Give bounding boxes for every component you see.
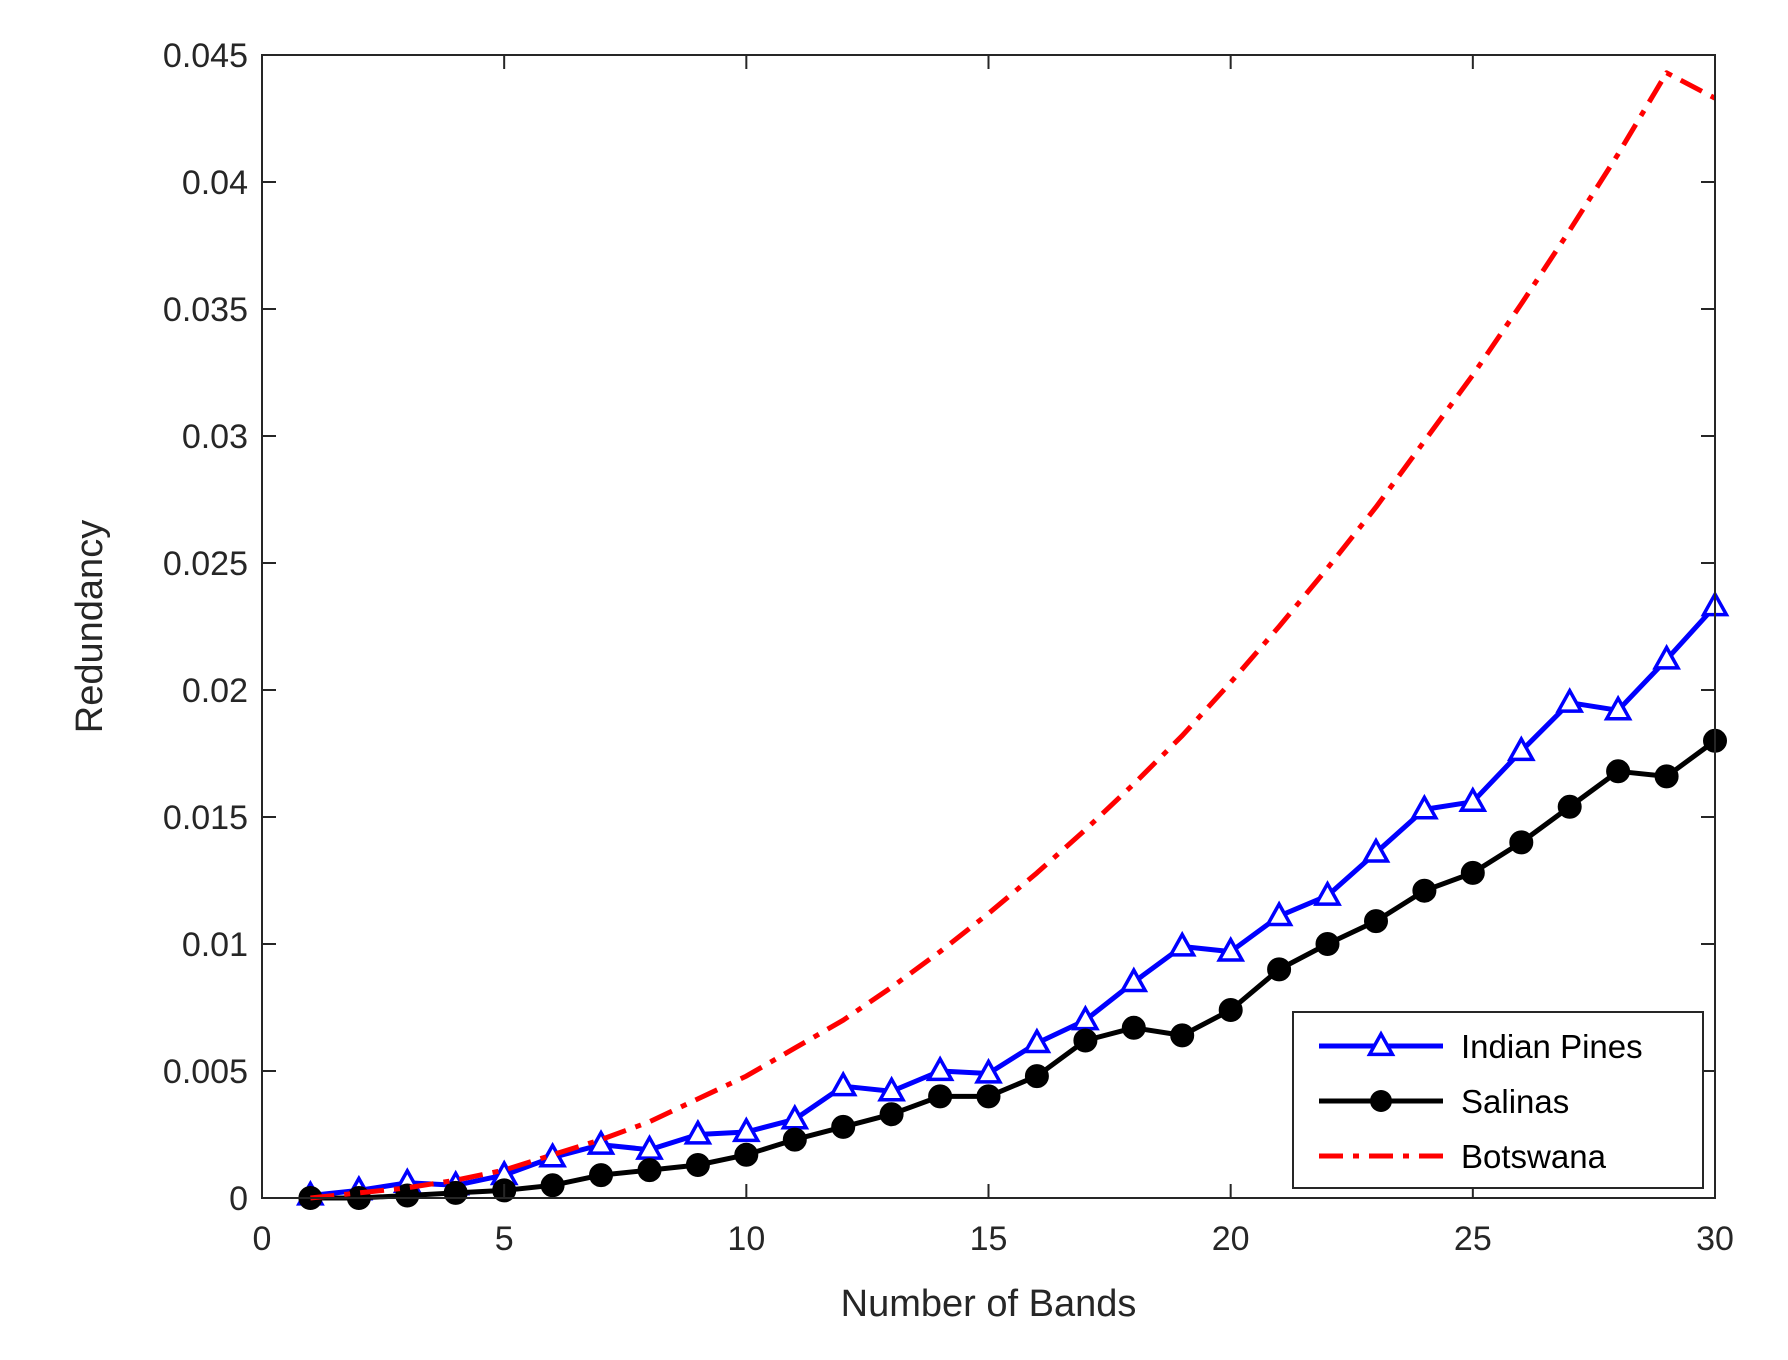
y-tick-label: 0.005: [163, 1053, 248, 1091]
data-point-salinas: [831, 1114, 856, 1139]
y-tick-label: 0.03: [182, 418, 248, 456]
data-point-indian-pines: [1555, 687, 1585, 713]
legend-item-botswana: Botswana: [1319, 1138, 1607, 1175]
legend-label: Indian Pines: [1461, 1028, 1643, 1065]
legend: Indian Pines Salinas Botswana: [1292, 1011, 1704, 1189]
legend-marker-circle: [1370, 1090, 1392, 1112]
data-point-salinas: [1412, 878, 1437, 903]
data-series-group: [296, 70, 1730, 1210]
series-salinas: [298, 728, 1727, 1210]
series-botswana: [310, 70, 1717, 1201]
data-point-salinas: [395, 1183, 420, 1208]
data-point-salinas: [685, 1153, 710, 1177]
data-point-indian-pines: [1167, 930, 1197, 957]
data-point-indian-pines: [1022, 1027, 1052, 1054]
data-point-salinas: [1460, 860, 1485, 885]
data-point-salinas: [1364, 909, 1388, 934]
data-point-salinas: [1606, 759, 1631, 784]
data-point-indian-pines: [1361, 837, 1391, 863]
data-point-indian-pines: [828, 1070, 858, 1097]
data-point-salinas: [1557, 794, 1582, 819]
data-point-indian-pines: [1603, 694, 1633, 721]
y-tick-label: 0.02: [182, 672, 248, 710]
data-point-salinas: [1218, 998, 1243, 1022]
y-tick-label: 0.04: [182, 164, 248, 202]
data-point-salinas: [1654, 764, 1679, 789]
data-point-indian-pines: [1506, 735, 1536, 762]
data-point-salinas: [637, 1158, 662, 1183]
data-point-salinas: [1170, 1023, 1195, 1048]
x-tick-label: 20: [1212, 1220, 1250, 1258]
y-axis-title: Redundancy: [69, 520, 111, 733]
data-point-salinas: [1509, 830, 1534, 855]
data-point-salinas: [928, 1084, 953, 1109]
plot-area: [262, 55, 1715, 1198]
data-point-indian-pines: [683, 1118, 713, 1145]
y-tick-label: 0.025: [163, 545, 248, 583]
plot-background: [262, 55, 1715, 1198]
data-point-salinas: [443, 1180, 468, 1205]
legend-item-indian-pines: Indian Pines: [1319, 1028, 1643, 1065]
data-point-indian-pines: [1652, 643, 1681, 670]
data-point-indian-pines: [586, 1129, 616, 1155]
y-tick-label: 0: [229, 1180, 248, 1218]
x-tick-label: 15: [970, 1220, 1008, 1258]
data-point-salinas: [782, 1127, 807, 1152]
y-tick-label: 0.045: [163, 37, 248, 75]
y-tick-label: 0.035: [163, 291, 248, 329]
x-tick-label: 0: [253, 1220, 272, 1258]
data-point-indian-pines: [1313, 880, 1342, 906]
data-point-indian-pines: [877, 1075, 906, 1102]
legend-marker-triangle: [1366, 1030, 1396, 1057]
data-point-salinas: [1315, 932, 1340, 956]
data-point-salinas: [976, 1084, 1001, 1109]
data-point-indian-pines: [1119, 966, 1149, 993]
data-point-salinas: [1267, 957, 1292, 982]
data-point-salinas: [1024, 1064, 1049, 1089]
x-axis-title: Number of Bands: [841, 1283, 1137, 1325]
data-point-salinas: [879, 1102, 904, 1127]
y-tick-label: 0.015: [163, 799, 248, 837]
legend-label: Botswana: [1461, 1138, 1607, 1175]
y-tick-label: 0.01: [182, 926, 248, 964]
data-point-salinas: [734, 1142, 759, 1167]
data-point-indian-pines: [1458, 786, 1488, 812]
data-point-indian-pines: [1264, 900, 1294, 927]
x-tick-label: 5: [495, 1220, 514, 1258]
legend-label: Salinas: [1461, 1083, 1569, 1120]
data-point-indian-pines: [1216, 936, 1246, 962]
legend-item-salinas: Salinas: [1319, 1083, 1569, 1120]
axes-group: 0 5 10 15 20 25 30 0 0.005 0.01 0.015 0.02 0.025 0.03…: [163, 37, 1734, 1258]
data-point-indian-pines: [731, 1116, 761, 1143]
x-tick-label: 25: [1454, 1220, 1492, 1258]
x-tick-label: 30: [1696, 1220, 1734, 1258]
data-point-indian-pines: [925, 1055, 955, 1082]
data-point-salinas: [1121, 1015, 1146, 1040]
data-point-salinas: [589, 1163, 613, 1188]
x-tick-label: 10: [727, 1220, 765, 1258]
data-point-indian-pines: [1410, 793, 1439, 820]
data-point-indian-pines: [974, 1057, 1003, 1084]
series-line-botswana: [310, 70, 1717, 1201]
data-point-salinas: [540, 1173, 565, 1198]
data-point-salinas: [1073, 1028, 1098, 1053]
